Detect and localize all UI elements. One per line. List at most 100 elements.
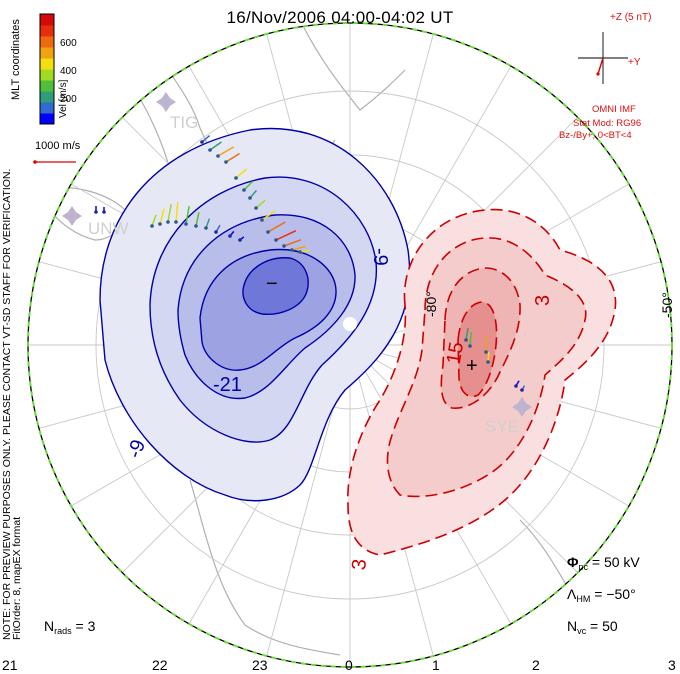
colorbar-tick-200: 200: [60, 94, 77, 105]
contour-label-neg-outer-left: -9: [123, 437, 150, 461]
velocity-vector-origin: [238, 238, 242, 242]
velocity-vector-origin: [174, 220, 178, 224]
velocity-vector-origin: [266, 230, 270, 234]
meridian-line: [266, 364, 346, 657]
velocity-vector: [275, 230, 297, 241]
station-markers: [62, 92, 532, 417]
latitude-label-80: -80°: [423, 291, 439, 317]
velocity-vector-origin: [194, 224, 198, 228]
velocity-vector-origin: [158, 222, 162, 226]
velocity-vector-origin: [520, 388, 524, 392]
mlt-label-2: 2: [532, 657, 540, 673]
colorbar-segment: [40, 102, 54, 114]
velocity-vector: [255, 199, 266, 209]
contour-label-pos-outer-right: 3: [532, 295, 554, 306]
colorbar-segment: [40, 91, 54, 103]
velocity-vector-origin: [254, 206, 258, 210]
station-label-unw: UNW: [88, 219, 129, 238]
imf-bz-label: +Z (5 nT): [610, 12, 652, 23]
imf-condition: Bz-/By+, 0<BT<4: [559, 130, 632, 141]
colorbar: [39, 13, 55, 125]
mlt-label-1: 1: [432, 657, 440, 673]
colorbar-tick-400: 400: [60, 66, 77, 77]
velocity-vector-origin: [274, 238, 278, 242]
velocity-vector-origin: [216, 154, 220, 158]
imf-by-label: +Y: [628, 57, 641, 68]
velocity-vector: [217, 146, 234, 157]
hm-boundary: [27, 22, 673, 668]
station-marker-tig: [156, 92, 176, 112]
velocity-vector: [469, 331, 472, 347]
imf-dial: [578, 32, 628, 84]
velocity-vector-origin: [514, 384, 518, 388]
colorbar-segment: [40, 69, 54, 81]
mlt-label-23: 23: [252, 657, 268, 673]
velocity-vector: [267, 221, 286, 233]
potential-min-marker: −: [266, 273, 278, 295]
velocity-vector: [159, 208, 165, 225]
velocity-vector-origin: [484, 350, 488, 354]
colorbar-segment: [40, 80, 54, 92]
contour-label-pos-inner: 15: [443, 340, 469, 366]
scale-vector: [33, 160, 76, 164]
latitude-label-50: -50°: [659, 292, 675, 318]
station-label-sye: SYE: [485, 417, 519, 436]
velocity-vector-origin: [242, 188, 246, 192]
velocity-vector-origin: [486, 360, 490, 364]
velocity-vector-origin: [94, 210, 98, 214]
velocity-vector-origin: [208, 148, 212, 152]
mlt-label-0: 0: [345, 657, 353, 673]
velocity-vector: [209, 141, 222, 151]
coord-system-label: MLT coordinates: [10, 19, 22, 100]
nrads-stat: Nrads = 3: [44, 618, 96, 636]
velocity-vector: [261, 210, 276, 221]
velocity-vector-origin: [468, 344, 472, 348]
velocity-vector: [151, 214, 157, 227]
colorbar-tick-600: 600: [60, 38, 77, 49]
positive-potential-cell: [347, 208, 617, 556]
contour-label-neg-outer-right: -9: [369, 248, 391, 266]
velocity-vector-origin: [200, 140, 204, 144]
lambda-hm-stat: ΛHM = −50°: [567, 586, 636, 604]
contour-label-pos-outer-bottom: 3: [348, 558, 371, 571]
velocity-vector: [485, 335, 488, 353]
velocity-vector-origin: [228, 234, 232, 238]
velocity-vector: [225, 152, 240, 163]
velocity-vector-origin: [214, 230, 218, 234]
velocity-vector-origin: [282, 244, 286, 248]
velocity-vector-origin: [290, 248, 294, 252]
velocity-vector-origin: [150, 224, 154, 228]
velocity-vectors: [94, 134, 526, 392]
colorbar-segment: [40, 14, 54, 26]
velocity-vector-origin: [166, 220, 170, 224]
velocity-vector-origin: [298, 250, 302, 254]
contour-label-neg-inner: -21: [213, 374, 242, 396]
phi-pc-stat: Φpc = 50 kV: [567, 554, 640, 572]
station-marker-unw: [62, 206, 82, 226]
velocity-vector: [175, 202, 179, 223]
colorbar-segment: [40, 113, 54, 125]
imf-stat-mod: Stat Mod: RG96: [573, 118, 642, 129]
velocity-vector-origin: [248, 196, 252, 200]
velocity-vector: [283, 239, 302, 247]
velocity-vector: [235, 168, 248, 179]
colorbar-segment: [40, 58, 54, 70]
colorbar-segment: [40, 25, 54, 37]
velocity-vector: [167, 204, 172, 223]
velocity-vector-origin: [204, 226, 208, 230]
velocity-vector-origin: [464, 338, 468, 342]
map-title: 16/Nov/2006 04:00-04:02 UT: [226, 8, 454, 27]
velocity-vector: [291, 245, 306, 251]
imf-source: OMNI IMF: [592, 104, 636, 115]
fit-info: FitOrder: 8, mapEX format: [11, 516, 23, 640]
velocity-vector: [465, 328, 469, 341]
pole-dot: [343, 317, 357, 331]
station-marker-sye: [512, 397, 532, 417]
velocity-vector-origin: [102, 210, 106, 214]
velocity-vector-origin: [260, 218, 264, 222]
mlt-label-21: 21: [2, 657, 18, 673]
velocity-vector: [243, 180, 254, 191]
colorbar-segment: [40, 36, 54, 48]
